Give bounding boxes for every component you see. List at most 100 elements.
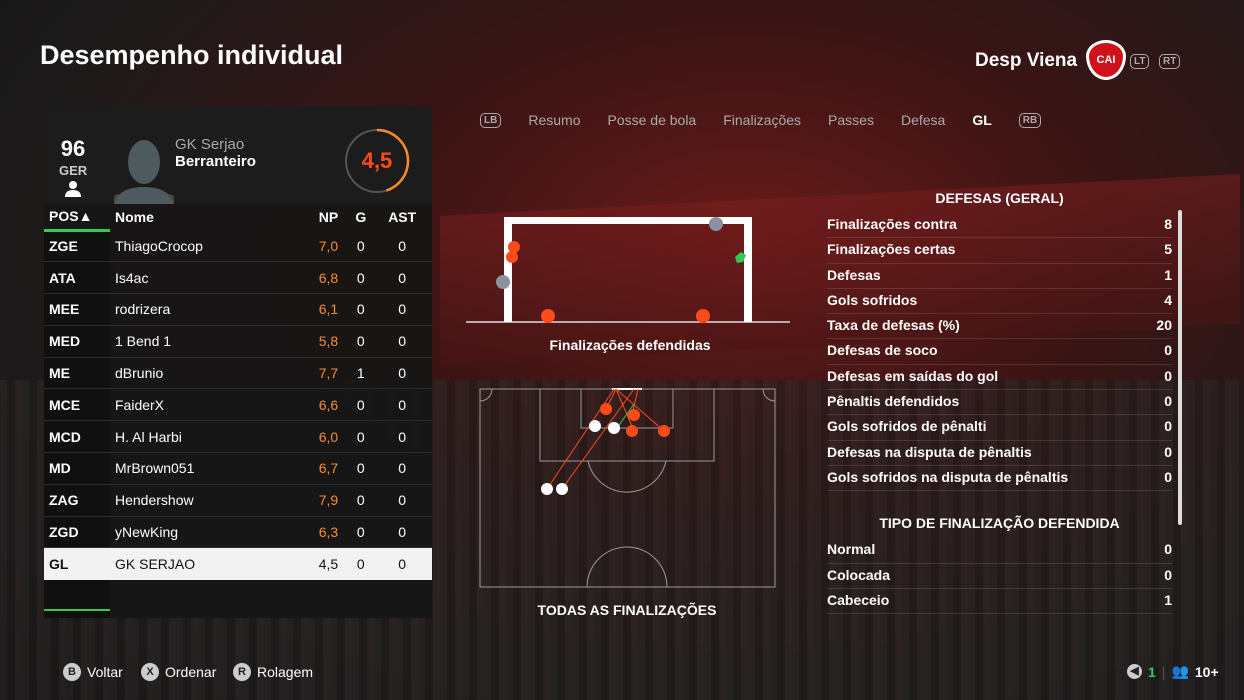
rt-button[interactable]: RT <box>1159 54 1181 69</box>
tab-4[interactable]: Defesa <box>900 112 946 128</box>
goal-ball-marker <box>508 241 520 253</box>
table-row[interactable]: ZGD yNewKing 6,3 0 0 <box>44 516 432 549</box>
cell-pos: MEE <box>44 293 110 326</box>
scroll-hint[interactable]: R Rolagem <box>233 663 313 681</box>
shot-goal <box>600 403 612 415</box>
shot-goal <box>626 425 638 437</box>
sort-hint[interactable]: X Ordenar <box>141 663 216 681</box>
cell-g: 0 <box>349 293 373 326</box>
cell-np: 6,8 <box>307 261 350 295</box>
table-row[interactable]: ATA Is4ac 6,8 0 0 <box>44 261 432 295</box>
tab-5[interactable]: GL <box>972 112 992 128</box>
cell-name: MrBrown051 <box>110 452 308 485</box>
lb-button[interactable]: LB <box>480 112 502 128</box>
save-glove-icon <box>735 252 746 263</box>
cell-g: 0 <box>349 230 373 263</box>
tab-1[interactable]: Posse de bola <box>607 112 697 128</box>
cell-pos: MD <box>44 452 110 485</box>
match-rating: 4,5 <box>344 128 410 194</box>
table-row[interactable]: GL GK SERJAO 4,5 0 0 <box>44 547 432 580</box>
miss-marker <box>709 217 723 231</box>
rb-button[interactable]: RB <box>1018 112 1042 128</box>
cell-name: yNewKing <box>110 516 308 549</box>
stat-row: Pênaltis defendidos 0 <box>827 390 1172 416</box>
cell-pos: MCD <box>44 420 110 454</box>
column-g[interactable]: G <box>355 209 367 225</box>
cell-np: 6,1 <box>307 293 350 326</box>
table-row[interactable]: MEE rodrizera 6,1 0 0 <box>44 293 432 326</box>
cell-pos: ME <box>44 357 110 390</box>
cell-name: Is4ac <box>110 261 308 295</box>
cell-name: ThiagoCrocop <box>110 230 308 263</box>
table-row[interactable]: ZGE ThiagoCrocop 7,0 0 0 <box>44 230 432 263</box>
stat-label: Defesas em saídas do gol <box>827 367 999 384</box>
rating-value: 4,5 <box>361 148 393 173</box>
stat-row: Gols sofridos de pênalti 0 <box>827 415 1172 441</box>
overall-value: 96 <box>60 136 86 161</box>
cell-name: Hendershow <box>110 484 308 517</box>
stat-value: 1 <box>1164 266 1172 283</box>
cell-g: 0 <box>349 388 373 422</box>
back-hint[interactable]: B Voltar <box>63 663 123 681</box>
stats-scrollbar[interactable] <box>1178 210 1182 525</box>
cell-name: GK SERJAO <box>110 547 308 580</box>
table-row[interactable]: ZAG Hendershow 7,9 0 0 <box>44 484 432 517</box>
stat-label: Finalizações contra <box>827 216 957 232</box>
cell-ast: 0 <box>372 293 432 326</box>
lt-button[interactable]: LT <box>1130 54 1150 69</box>
goal-diagram <box>466 217 790 323</box>
stat-label: Defesas de soco <box>827 342 938 359</box>
stat-row: Colocada 0 <box>827 564 1172 589</box>
table-row[interactable]: MCE FaiderX 6,6 0 0 <box>44 388 432 422</box>
column-pos[interactable]: POS▲ <box>44 204 110 232</box>
tab-0[interactable]: Resumo <box>528 112 581 128</box>
shot-off-target <box>541 483 553 495</box>
cell-name: rodrizera <box>110 293 308 326</box>
stat-row: Defesas em saídas do gol 0 <box>827 365 1172 391</box>
shot-off-target <box>589 420 601 432</box>
stat-row: Defesas 1 <box>827 264 1172 289</box>
cell-pos: MCE <box>44 388 110 422</box>
cell-g: 1 <box>349 357 373 390</box>
table-row[interactable]: MED 1 Bend 1 5,8 0 0 <box>44 325 432 358</box>
stat-value: 1 <box>1164 591 1172 608</box>
cell-ast: 0 <box>372 484 432 517</box>
shot-off-target <box>556 483 568 495</box>
stat-row: Gols sofridos 4 <box>827 289 1172 315</box>
person-icon <box>65 181 81 197</box>
cell-g: 0 <box>349 261 373 295</box>
stat-value: 8 <box>1164 216 1172 232</box>
column-name[interactable]: Nome <box>115 209 154 225</box>
goal-ball-marker <box>541 309 555 323</box>
stat-value: 0 <box>1164 342 1172 359</box>
table-row[interactable]: ME dBrunio 7,7 1 0 <box>44 357 432 390</box>
section-title-save-type: TIPO DE FINALIZAÇÃO DEFENDIDA <box>879 515 1120 532</box>
tab-3[interactable]: Passes <box>828 112 874 128</box>
cell-pos: MED <box>44 325 110 358</box>
cell-name: FaiderX <box>110 388 308 422</box>
player-table: POS▲ Nome NP G AST ZGE ThiagoCrocop 7,0 0 0 A… <box>44 204 432 580</box>
stat-row: Taxa de defesas (%) 20 <box>827 314 1172 340</box>
cell-ast: 0 <box>372 420 432 454</box>
stat-label: Defesas <box>827 266 881 283</box>
cell-np: 6,3 <box>307 516 350 549</box>
table-row[interactable]: MCD H. Al Harbi 6,0 0 0 <box>44 420 432 454</box>
tab-2[interactable]: Finalizações <box>723 112 802 128</box>
player-card: 96 GER GK Serjao Berranteiro 4,5 <box>44 106 432 204</box>
back-label: Voltar <box>87 664 123 680</box>
table-row[interactable]: MD MrBrown051 6,7 0 0 <box>44 452 432 485</box>
count-value: 1 <box>1148 663 1156 680</box>
column-ast[interactable]: AST <box>388 209 417 225</box>
cell-np: 5,8 <box>307 325 350 358</box>
stat-row: Finalizações certas 5 <box>827 238 1172 264</box>
cell-ast: 0 <box>372 357 432 390</box>
shot-goal <box>658 425 670 437</box>
stat-row: Defesas de soco 0 <box>827 339 1172 365</box>
mute-icon: ◀ <box>1127 664 1142 679</box>
cell-g: 0 <box>349 516 373 549</box>
stat-value: 0 <box>1164 393 1172 410</box>
stat-label: Normal <box>827 541 876 558</box>
team-name: Desp Viena <box>975 50 1078 71</box>
column-np[interactable]: NP <box>318 209 339 225</box>
stat-row: Defesas na disputa de pênaltis 0 <box>827 441 1172 466</box>
